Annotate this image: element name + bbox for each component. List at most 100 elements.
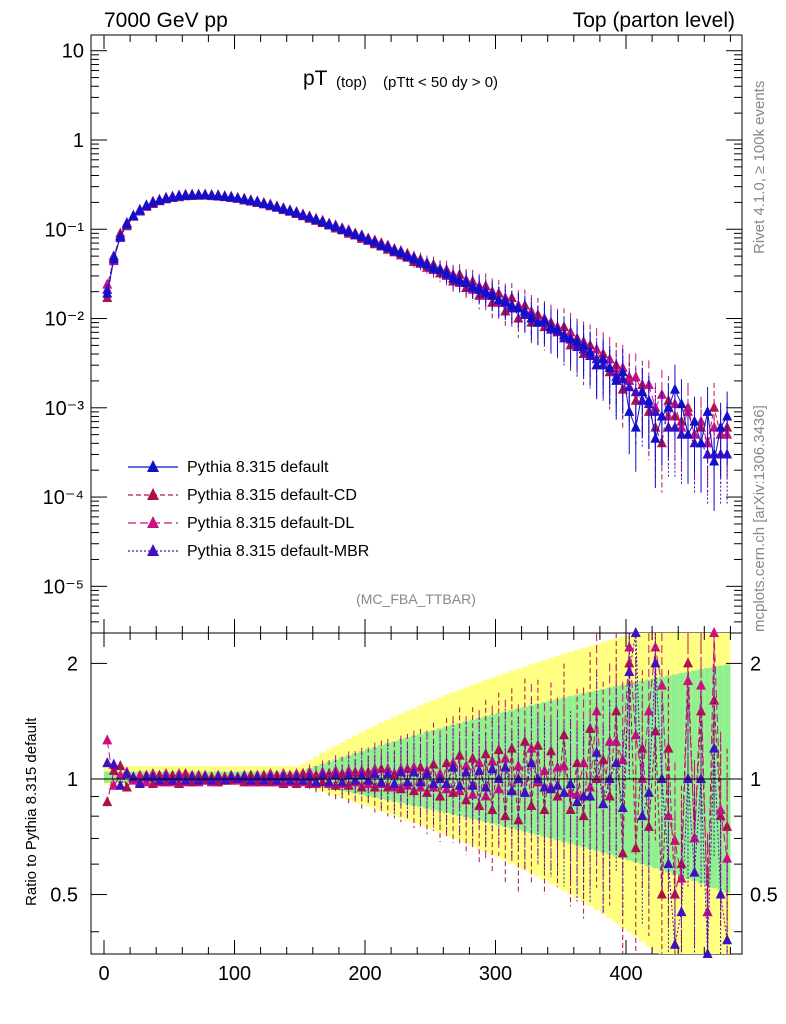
ratio-axis-ticks: 2 2 1 1 0.5 0.5 0 100 200 300 400 — [50, 633, 778, 985]
data-point — [500, 296, 511, 307]
legend-entry-default: Pythia 8.315 default — [128, 459, 329, 476]
data-point — [722, 934, 733, 945]
data-point — [376, 239, 387, 250]
data-point — [435, 772, 446, 783]
data-point — [715, 421, 726, 432]
legend-marker-mbr — [147, 544, 159, 556]
data-point — [624, 381, 635, 392]
data-point — [226, 191, 237, 202]
data-point — [461, 766, 472, 777]
main-y-axis-ticks: 10 1 10⁻¹ 10⁻² 10⁻³ 10⁻⁴ 10⁻⁵ — [43, 35, 742, 634]
ratio-band-green — [586, 691, 594, 849]
data-point — [702, 948, 713, 958]
data-point — [271, 774, 282, 785]
data-point — [363, 233, 374, 244]
data-point — [643, 786, 654, 797]
data-point — [213, 189, 224, 200]
data-point — [258, 774, 269, 785]
data-point — [624, 405, 635, 416]
data-point — [572, 335, 583, 346]
data-point — [448, 761, 459, 772]
main-y-tick-label: 10⁻¹ — [45, 219, 85, 241]
data-point — [585, 781, 596, 792]
data-point — [382, 768, 393, 779]
data-point — [232, 192, 243, 203]
data-point — [487, 763, 498, 774]
data-point — [330, 220, 341, 231]
x-tick-label: 300 — [479, 963, 512, 985]
data-point — [343, 226, 354, 237]
data-point — [311, 213, 322, 224]
data-point — [506, 785, 517, 796]
ratio-band-green — [110, 771, 118, 783]
data-point — [519, 786, 530, 797]
data-point — [598, 353, 609, 364]
data-point — [350, 228, 361, 239]
legend-entry-dl: Pythia 8.315 default-DL — [128, 515, 354, 532]
plot-title-sub1: (top) — [336, 74, 367, 91]
rivet-version-label: Rivet 4.1.0, ≥ 100k events — [751, 81, 768, 254]
data-point — [669, 888, 680, 899]
data-point — [682, 428, 693, 439]
data-point — [669, 383, 680, 394]
data-point — [121, 218, 132, 229]
legend: Pythia 8.315 default Pythia 8.315 defaul… — [128, 459, 369, 560]
data-point — [415, 776, 426, 787]
data-point — [650, 405, 661, 416]
data-point — [493, 783, 504, 794]
data-point — [167, 774, 178, 785]
data-point — [356, 769, 367, 780]
data-point — [591, 746, 602, 757]
ratio-y-tick-label: 2 — [67, 653, 78, 675]
data-point — [722, 820, 733, 831]
data-point — [526, 312, 537, 323]
ratio-y-tick-label: 1 — [67, 769, 78, 791]
data-point — [715, 810, 726, 821]
data-point — [271, 201, 282, 212]
data-point — [239, 193, 250, 204]
legend-label-default: Pythia 8.315 default — [187, 459, 329, 476]
data-point — [421, 258, 432, 269]
data-point — [578, 790, 589, 801]
data-point — [108, 764, 119, 775]
data-point — [480, 781, 491, 792]
main-y-tick-label: 10⁻³ — [45, 398, 85, 420]
data-point — [676, 906, 687, 917]
data-point — [624, 665, 635, 676]
data-point — [121, 768, 132, 779]
data-point — [298, 209, 309, 220]
series-pythia-8-315-default — [102, 189, 733, 511]
data-point — [134, 769, 145, 780]
data-point — [408, 785, 419, 796]
series-line — [106, 194, 728, 462]
data-point — [252, 196, 263, 207]
data-point — [102, 734, 113, 745]
data-point — [663, 742, 674, 753]
legend-label-mbr: Pythia 8.315 default-MBR — [187, 543, 369, 560]
data-point — [258, 197, 269, 208]
ratio-band-green — [678, 673, 685, 877]
data-point — [487, 755, 498, 766]
data-point — [330, 769, 341, 780]
data-point — [461, 760, 472, 771]
data-point — [532, 772, 543, 783]
data-point — [630, 842, 641, 853]
series-pythia-8-315-default-dl — [102, 188, 733, 493]
ratio-data-series — [102, 627, 733, 958]
data-point — [461, 276, 472, 287]
data-point — [604, 361, 615, 372]
data-point — [650, 657, 661, 668]
ratio-panel-frame — [90, 632, 743, 955]
data-point — [715, 804, 726, 815]
data-point — [722, 852, 733, 863]
data-point — [395, 247, 406, 258]
data-point — [408, 253, 419, 264]
legend-marker-dl — [147, 516, 159, 528]
data-point — [337, 223, 348, 234]
legend-entry-mbr: Pythia 8.315 default-MBR — [128, 543, 369, 560]
legend-marker-default — [147, 460, 159, 472]
data-point — [245, 194, 256, 205]
data-point — [200, 189, 211, 200]
data-point — [591, 359, 602, 370]
